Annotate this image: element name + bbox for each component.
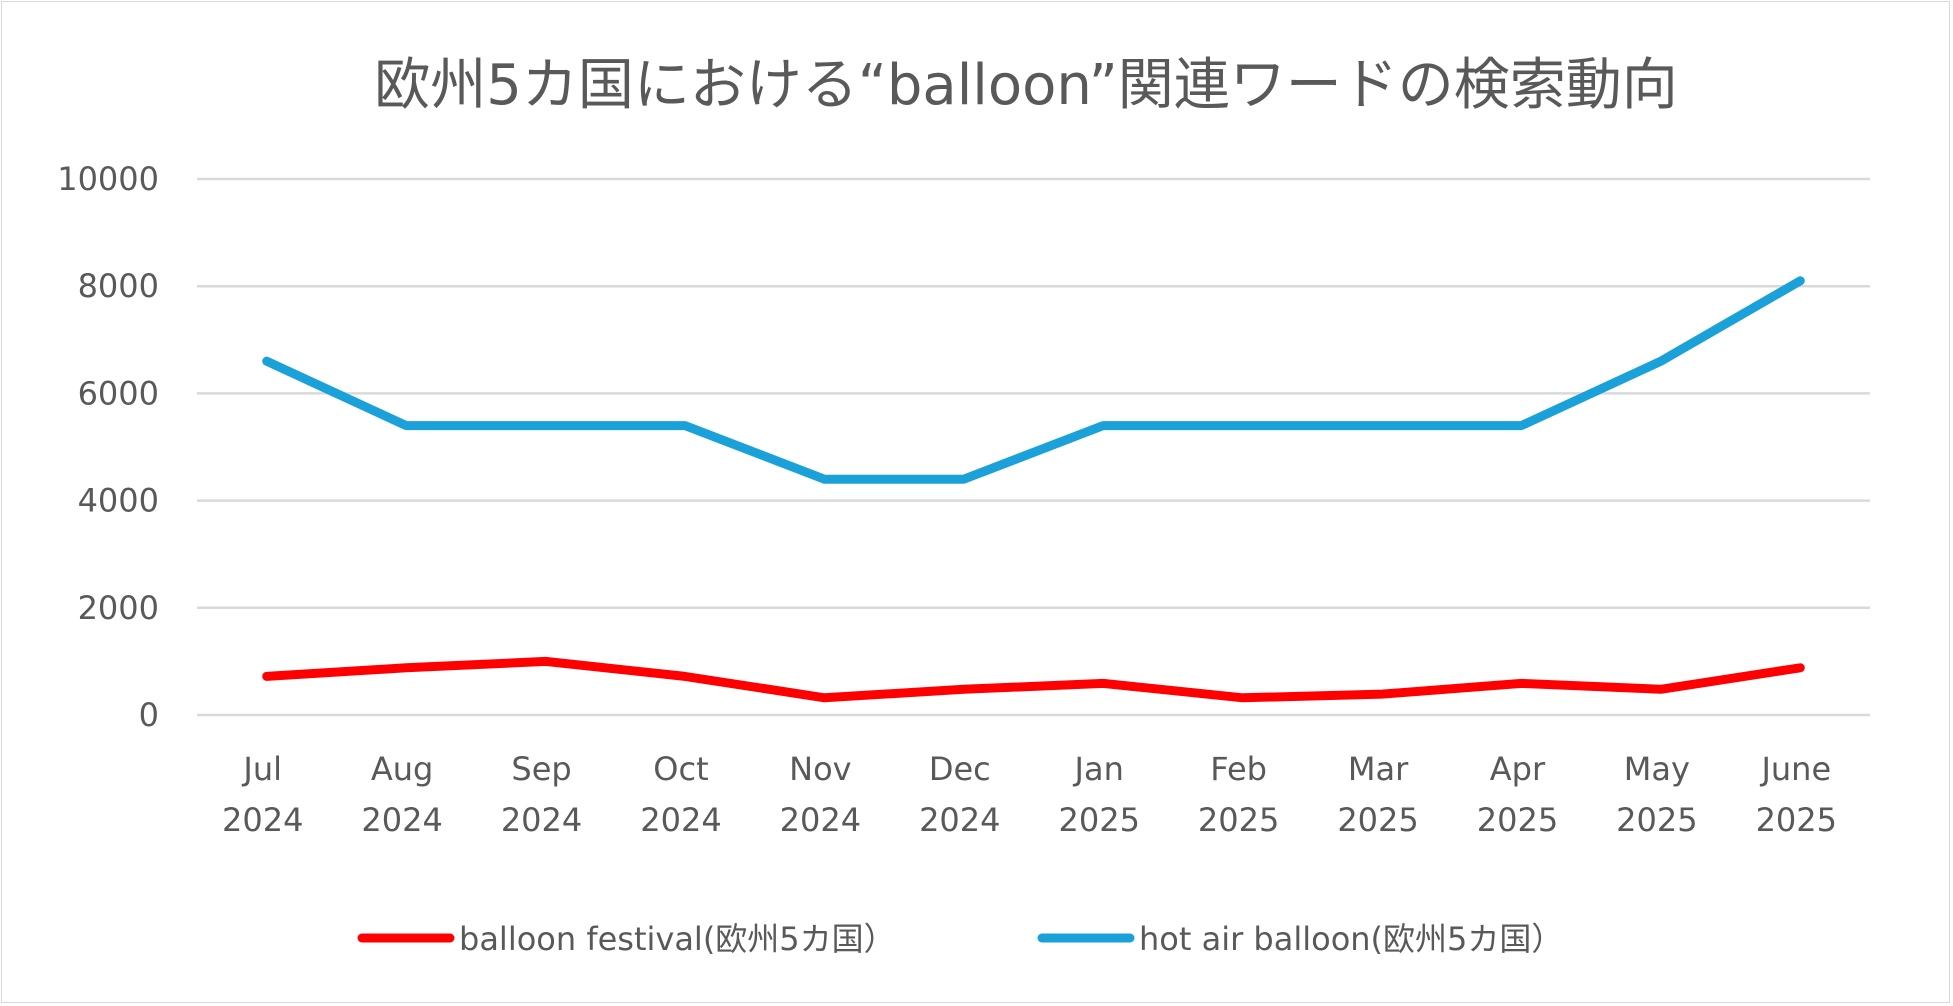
x-axis-ticks: Jul 2024 Aug 2024 Sep 2024 Oct 2024 Nov 2024 Dec 20… (222, 750, 1837, 839)
x-tick-label: 2025 (1198, 801, 1279, 839)
y-tick-label: 10000 (57, 160, 159, 198)
x-tick-label: May (1624, 750, 1690, 788)
x-tick-label: 2025 (1337, 801, 1418, 839)
legend-label: balloon festival(欧州5カ国） (459, 920, 896, 958)
gridlines (197, 177, 1870, 717)
y-tick-label: 6000 (78, 374, 159, 412)
x-tick-label: Mar (1348, 750, 1409, 788)
y-axis-ticks: 0 2000 4000 6000 8000 10000 (57, 160, 159, 734)
y-tick-label: 0 (139, 696, 159, 734)
chart-title: 欧州5カ国における“balloon”関連ワードの検索動向 (374, 53, 1678, 118)
x-tick-label: 2025 (1058, 801, 1139, 839)
y-tick-label: 4000 (78, 482, 159, 520)
legend: balloon festival(欧州5カ国） hot air balloon(欧… (357, 920, 1563, 958)
x-tick-label: Nov (789, 750, 851, 788)
x-tick-label: Oct (653, 750, 708, 788)
x-tick-label: Feb (1210, 750, 1267, 788)
series-line-1 (262, 276, 1805, 484)
x-tick-label: 2025 (1477, 801, 1558, 839)
y-tick-label: 8000 (78, 267, 159, 305)
y-tick-label: 2000 (78, 589, 159, 627)
x-tick-label: June (1759, 750, 1831, 788)
x-tick-label: Aug (371, 750, 433, 788)
x-tick-label: 2024 (361, 801, 442, 839)
series-line-0 (262, 656, 1805, 703)
x-tick-label: 2024 (501, 801, 582, 839)
x-tick-label: 2024 (919, 801, 1000, 839)
x-tick-label: 2025 (1616, 801, 1697, 839)
x-tick-label: Sep (511, 750, 571, 788)
x-tick-label: Jul (241, 750, 282, 788)
x-tick-label: Dec (929, 750, 991, 788)
series-lines (262, 276, 1805, 703)
x-tick-label: 2024 (780, 801, 861, 839)
x-tick-label: Apr (1490, 750, 1546, 788)
legend-label: hot air balloon(欧州5カ国） (1139, 920, 1563, 958)
x-tick-label: 2024 (222, 801, 303, 839)
x-tick-label: 2025 (1756, 801, 1837, 839)
x-tick-label: 2024 (640, 801, 721, 839)
x-tick-label: Jan (1073, 750, 1124, 788)
